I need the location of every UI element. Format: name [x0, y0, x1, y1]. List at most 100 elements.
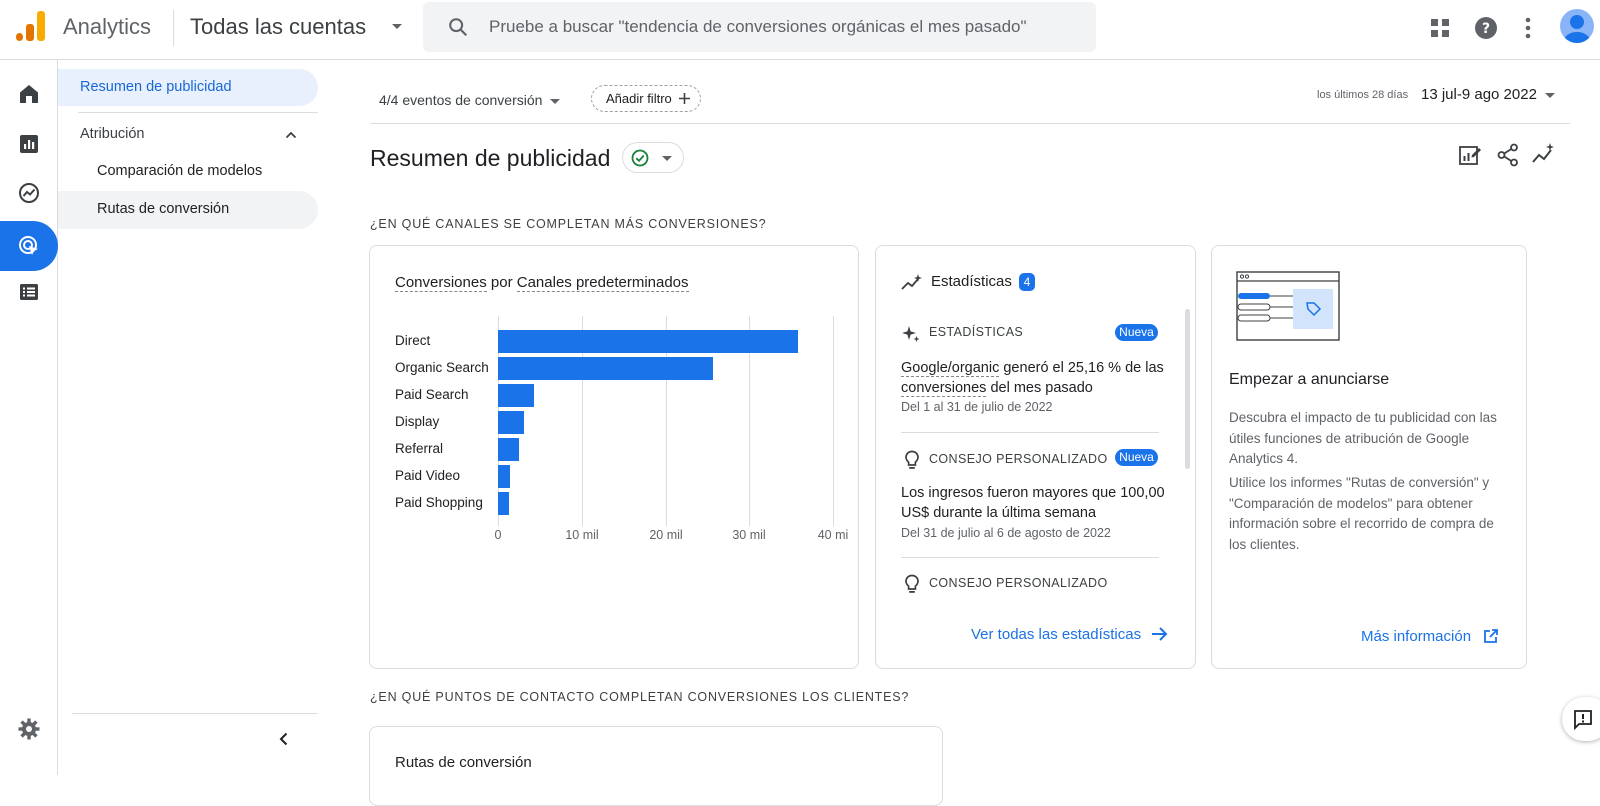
insight-kind: CONSEJO PERSONALIZADO [929, 576, 1108, 590]
check-circle-icon [631, 149, 649, 167]
new-badge: Nueva [1115, 324, 1158, 341]
bar[interactable] [498, 357, 713, 380]
bar[interactable] [498, 438, 519, 461]
promo-paragraph-1: Descubra el impacto de tu publicidad con… [1229, 410, 1497, 466]
sidebar-section-atribucion[interactable]: Atribución [80, 126, 145, 142]
main-content: 4/4 eventos de conversión Añadir filtro … [369, 60, 1600, 806]
nav-advertising-active[interactable] [0, 221, 58, 271]
top-bar: Analytics Todas las cuentas ? [0, 0, 1600, 60]
insights-icon[interactable] [1531, 142, 1557, 168]
gridline [833, 316, 834, 526]
lightbulb-icon [905, 574, 919, 593]
feedback-button[interactable] [1562, 697, 1600, 741]
sidebar-item-resumen[interactable]: Resumen de publicidad [58, 69, 318, 106]
divider [901, 432, 1159, 433]
more-vert-icon[interactable] [1515, 15, 1541, 41]
scrollbar[interactable] [1185, 309, 1190, 469]
report-status-chip[interactable] [622, 142, 684, 173]
insights-card: Estadísticas 4 ESTADÍSTICAS Nueva Google… [875, 245, 1196, 669]
x-tick-label: 0 [494, 528, 502, 542]
date-range-label: los últimos 28 días [1317, 89, 1409, 101]
help-icon[interactable]: ? [1473, 15, 1499, 41]
category-label: Display [395, 414, 440, 429]
more-info-link[interactable]: Más información [1361, 628, 1499, 645]
insights-count-badge: 4 [1019, 273, 1035, 291]
search-icon [449, 18, 468, 37]
avatar[interactable] [1560, 9, 1594, 43]
x-tick-label: 40 mi [817, 528, 849, 542]
collapse-chevron-left-icon[interactable] [276, 731, 292, 747]
insight-text[interactable]: Google/organic generó el 25,16 % de las … [901, 360, 1164, 397]
search-bar[interactable] [423, 2, 1096, 52]
analytics-logo[interactable] [16, 11, 46, 43]
sidebar-item-rutas[interactable]: Rutas de conversión [58, 191, 318, 229]
page-title: Resumen de publicidad [370, 145, 611, 171]
bar[interactable] [498, 411, 524, 434]
configure-list-icon[interactable] [17, 280, 41, 304]
category-label: Paid Search [395, 387, 469, 402]
title-connector: por [490, 274, 513, 291]
bar[interactable] [498, 492, 509, 515]
insight-date: Del 1 al 31 de julio de 2022 [901, 400, 1053, 414]
apps-grid-icon[interactable] [1427, 15, 1453, 41]
insights-trend-icon [901, 274, 922, 290]
view-all-insights-link[interactable]: Ver todas las estadísticas [971, 626, 1169, 643]
lightbulb-icon [905, 450, 919, 469]
promo-title: Empezar a anunciarse [1229, 371, 1390, 388]
plus-icon [679, 93, 690, 104]
x-tick-label: 20 mil [649, 528, 683, 542]
chevron-down-icon [550, 98, 561, 104]
chart-title: Conversiones por Canales predeterminados [395, 274, 689, 292]
date-range-selector[interactable]: 13 jul-9 ago 2022 [1421, 86, 1555, 103]
divider [370, 123, 1570, 124]
bar[interactable] [498, 330, 798, 353]
insight-kind: CONSEJO PERSONALIZADO [929, 452, 1108, 466]
sidebar-item-label: Rutas de conversión [97, 201, 230, 217]
explore-icon[interactable] [17, 181, 41, 205]
gridline [666, 316, 667, 526]
illustration-icon [1236, 271, 1340, 341]
chevron-up-icon[interactable] [284, 128, 298, 142]
share-icon[interactable] [1495, 142, 1521, 168]
conversions-by-channel-card: Conversiones por Canales predeterminados… [369, 245, 859, 669]
x-tick-label: 10 mil [565, 528, 599, 542]
gridline [749, 316, 750, 526]
section-heading-channels: ¿EN QUÉ CANALES SE COMPLETAN MÁS CONVERS… [370, 217, 767, 231]
new-badge: Nueva [1115, 449, 1158, 466]
category-label: Direct [395, 333, 431, 348]
feedback-icon [1574, 710, 1592, 730]
chevron-down-icon [1544, 92, 1555, 98]
bar[interactable] [498, 384, 534, 407]
paths-card-title: Rutas de conversión [395, 754, 532, 771]
gridline [582, 316, 583, 526]
customize-report-icon[interactable] [1457, 142, 1483, 168]
promo-paragraph-2: Utilice los informes "Rutas de conversió… [1229, 475, 1494, 552]
left-nav [0, 60, 58, 775]
search-input[interactable] [489, 2, 1079, 52]
insight-date: Del 31 de julio al 6 de agosto de 2022 [901, 526, 1111, 540]
chevron-down-icon[interactable] [392, 24, 402, 29]
arrow-right-icon [1152, 627, 1168, 641]
x-tick-label: 30 mil [732, 528, 766, 542]
home-icon[interactable] [17, 82, 41, 106]
events-label: 4/4 eventos de conversión [379, 92, 543, 108]
add-filter-button[interactable]: Añadir filtro [591, 85, 701, 112]
settings-gear-icon[interactable] [17, 717, 41, 741]
bar[interactable] [498, 465, 510, 488]
sparkle-icon [902, 326, 920, 342]
reports-icon[interactable] [17, 132, 41, 156]
side-panel: Resumen de publicidad Atribución Compara… [58, 60, 320, 775]
account-selector[interactable]: Todas las cuentas [190, 14, 367, 39]
metric-selector[interactable]: Conversiones [395, 274, 487, 292]
conversion-events-selector[interactable]: 4/4 eventos de conversión [379, 92, 561, 108]
sidebar-item-comparacion[interactable]: Comparación de modelos [97, 163, 263, 179]
category-label: Paid Video [395, 468, 461, 483]
insight-text[interactable]: Los ingresos fueron mayores que 100,00 U… [901, 485, 1165, 521]
section-heading-touchpoints: ¿EN QUÉ PUNTOS DE CONTACTO COMPLETAN CON… [370, 690, 910, 704]
dimension-selector[interactable]: Canales predeterminados [516, 274, 689, 292]
date-range-value: 13 jul-9 ago 2022 [1421, 86, 1537, 103]
advertising-icon [19, 236, 38, 255]
divider [78, 112, 318, 113]
conversion-paths-card: Rutas de conversión [369, 726, 943, 806]
sidebar-item-label: Resumen de publicidad [80, 79, 232, 95]
